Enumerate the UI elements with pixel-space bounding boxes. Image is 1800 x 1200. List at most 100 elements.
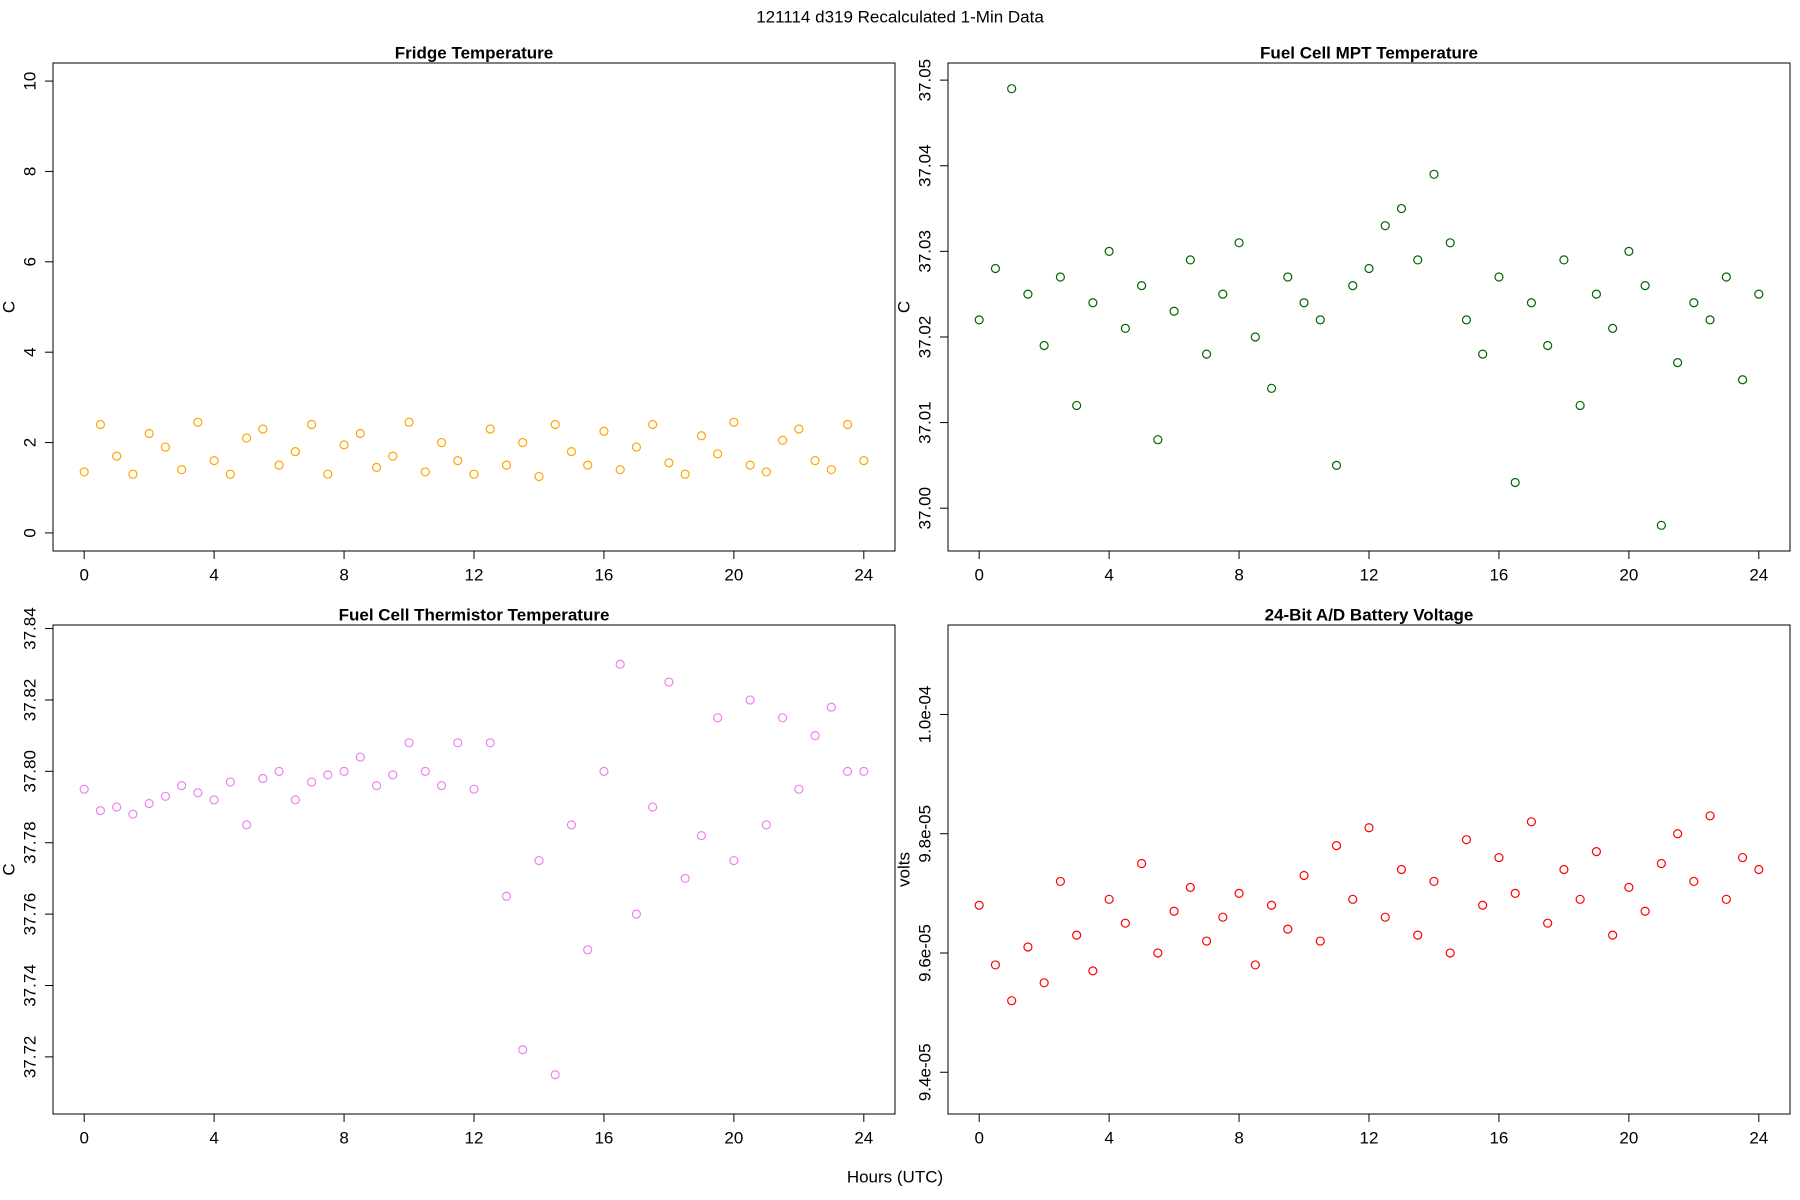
- point: [1461, 315, 1472, 325]
- point: [1072, 400, 1082, 411]
- point: [290, 446, 300, 457]
- x-tick-label: 20: [1619, 565, 1638, 584]
- point: [713, 449, 723, 459]
- point: [469, 469, 479, 479]
- point: [615, 659, 625, 669]
- point: [160, 442, 170, 452]
- y-tick-label: 4: [20, 347, 39, 356]
- point: [761, 820, 771, 830]
- point: [323, 469, 333, 479]
- x-tick-label: 8: [1234, 1128, 1243, 1147]
- x-tick-label: 20: [724, 1128, 743, 1147]
- point: [534, 471, 544, 482]
- y-axis-label: volts: [894, 852, 913, 887]
- point: [599, 426, 609, 436]
- point: [323, 770, 333, 780]
- point: [485, 424, 495, 434]
- y-tick-label: 37.00: [915, 487, 934, 530]
- y-tick-label: 37.84: [20, 607, 39, 650]
- x-tick-label: 8: [339, 1128, 348, 1147]
- point: [225, 777, 235, 787]
- point: [1737, 852, 1748, 863]
- x-tick-label: 16: [1489, 565, 1508, 584]
- point: [436, 781, 447, 791]
- point: [1120, 323, 1130, 334]
- y-tick-label: 1.0e-04: [915, 686, 934, 744]
- point: [1510, 477, 1520, 488]
- x-tick-label: 12: [1360, 565, 1379, 584]
- point: [745, 460, 755, 470]
- point: [112, 451, 122, 461]
- point: [583, 460, 593, 470]
- point: [1494, 852, 1504, 863]
- x-tick-label: 16: [594, 565, 613, 584]
- point: [1380, 912, 1390, 922]
- point: [1656, 858, 1666, 869]
- point: [79, 784, 89, 794]
- point: [1705, 315, 1715, 325]
- y-tick-label: 37.02: [915, 316, 934, 359]
- x-tick-label: 16: [594, 1128, 613, 1147]
- point: [1721, 272, 1731, 282]
- point: [388, 451, 398, 461]
- point: [974, 900, 984, 910]
- y-tick-label: 0: [20, 528, 39, 537]
- point: [258, 424, 268, 434]
- point: [1656, 520, 1666, 530]
- point: [1526, 298, 1537, 308]
- y-tick-label: 37.03: [915, 230, 934, 273]
- point: [842, 766, 853, 776]
- point: [453, 456, 463, 466]
- point: [1283, 924, 1293, 934]
- point: [1331, 841, 1342, 851]
- point: [242, 433, 252, 443]
- point: [810, 456, 820, 466]
- point: [990, 960, 1001, 970]
- point: [566, 446, 577, 457]
- x-tick-label: 0: [79, 1128, 88, 1147]
- y-tick-label: 37.76: [20, 893, 39, 936]
- point: [485, 738, 495, 748]
- point: [404, 417, 414, 427]
- point: [1543, 918, 1553, 928]
- point: [518, 1045, 528, 1055]
- point: [583, 945, 593, 955]
- point: [144, 428, 154, 439]
- point: [1055, 272, 1065, 282]
- point: [615, 465, 625, 475]
- point: [1088, 298, 1098, 308]
- point: [1266, 383, 1277, 393]
- point: [1721, 894, 1731, 904]
- point: [696, 431, 706, 441]
- point: [1201, 349, 1212, 359]
- figure-title: 121114 d319 Recalculated 1-Min Data: [756, 7, 1044, 26]
- point: [1153, 435, 1163, 445]
- point: [566, 820, 577, 830]
- x-tick-label: 12: [465, 1128, 484, 1147]
- y-tick-label: 37.05: [915, 59, 934, 102]
- point: [761, 467, 771, 477]
- point: [1315, 936, 1325, 946]
- point: [1754, 289, 1764, 299]
- point: [1673, 829, 1683, 839]
- point: [209, 795, 219, 805]
- point: [242, 820, 252, 830]
- point: [1299, 870, 1309, 881]
- point: [1055, 876, 1065, 887]
- x-tick-label: 8: [1234, 565, 1243, 584]
- point: [160, 791, 170, 801]
- point: [355, 752, 365, 762]
- x-tick-label: 0: [79, 565, 88, 584]
- point: [436, 437, 447, 448]
- point: [1007, 996, 1017, 1006]
- point: [713, 713, 723, 723]
- point: [1510, 888, 1520, 898]
- point: [550, 419, 560, 430]
- point: [794, 424, 804, 434]
- point: [1575, 400, 1585, 411]
- point: [1364, 263, 1374, 274]
- point: [1234, 238, 1244, 248]
- point: [1608, 323, 1618, 334]
- point: [631, 909, 642, 919]
